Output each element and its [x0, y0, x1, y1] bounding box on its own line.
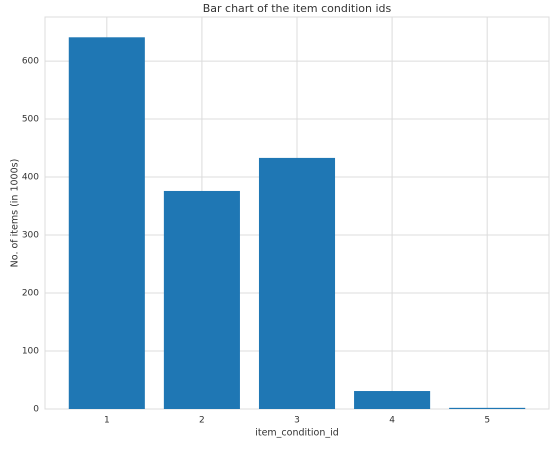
bar: [163, 190, 240, 409]
y-tick-label: 0: [33, 405, 39, 415]
x-tick-label: 1: [104, 416, 110, 426]
y-tick-label: 300: [22, 231, 39, 241]
y-tick-label: 200: [22, 289, 39, 299]
bar: [68, 37, 145, 409]
bar: [354, 391, 431, 409]
x-tick-label: 5: [484, 416, 490, 426]
x-tick-label: 3: [294, 416, 300, 426]
x-tick-label: 4: [389, 416, 395, 426]
bar: [258, 157, 336, 409]
y-tick-label: 500: [22, 115, 39, 125]
y-tick-label: 100: [22, 347, 39, 357]
y-axis-label: No. of items (in 1000s): [10, 159, 21, 268]
x-axis-label: item_condition_id: [255, 428, 339, 439]
y-tick-label: 600: [22, 57, 39, 67]
bar: [449, 407, 526, 409]
chart-title: Bar chart of the item condition ids: [203, 2, 392, 15]
x-tick-label: 2: [199, 416, 205, 426]
y-tick-label: 400: [22, 173, 39, 183]
